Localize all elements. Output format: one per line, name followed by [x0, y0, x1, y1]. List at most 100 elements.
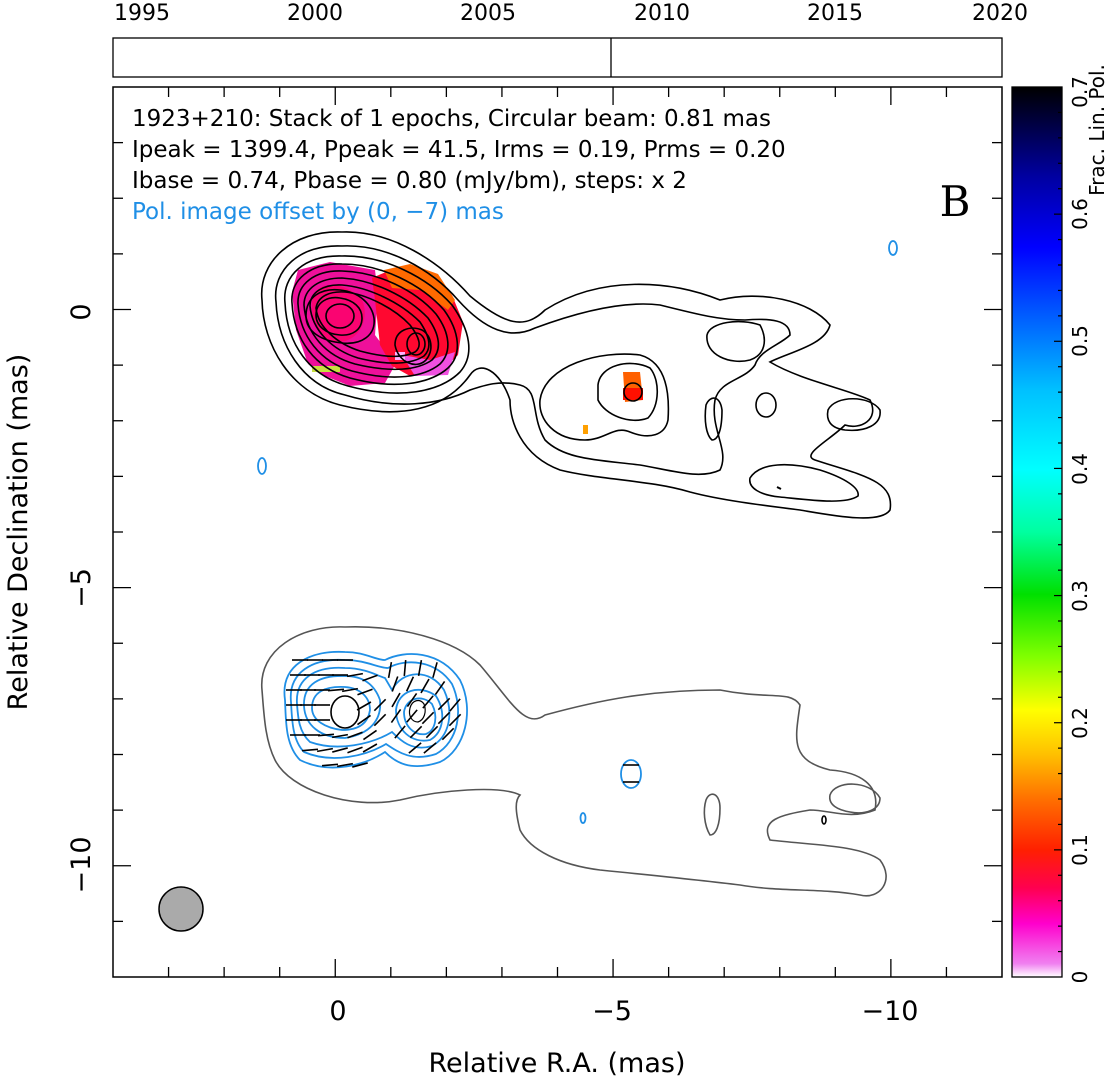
i-contour-blob-2: [704, 397, 723, 441]
evpa-vector: [336, 762, 354, 768]
colorbar-label: Frac. Lin. Pol.: [1085, 64, 1109, 196]
pol-contour-7: [403, 697, 437, 736]
annotation-line-2: Ipeak = 1399.4, Ppeak = 41.5, Irms = 0.1…: [132, 137, 786, 163]
i-contour-knot-mid: [597, 362, 659, 422]
i-contour-7: [309, 284, 430, 364]
pol-contour-5: [311, 686, 371, 731]
i-contour-blob-4: [826, 398, 881, 432]
colorbar-tick-0.1: 0.1: [1068, 834, 1092, 866]
i-contour-10: [315, 296, 363, 336]
colorbar-tick-0.5: 0.5: [1068, 325, 1092, 357]
timeline-tick-2015: 2015: [807, 1, 863, 26]
evpa-vector: [448, 713, 462, 727]
x-tick-label-0: 0: [329, 996, 346, 1027]
pol-contour-knot: [620, 759, 642, 789]
timeline-tick-1995: 1995: [114, 1, 170, 26]
gray-i-dot: [821, 815, 827, 825]
colorbar-tick-0.6: 0.6: [1068, 198, 1092, 230]
i-contour-8: [315, 291, 420, 358]
i-contour-3: [284, 255, 470, 394]
evpa-vector: [321, 763, 339, 767]
evpa-vector: [394, 725, 406, 739]
evpa-vector: [437, 711, 451, 725]
evpa-vector: [341, 687, 359, 693]
timeline-tick-2010: 2010: [634, 1, 690, 26]
x-tick-label-m5: −5: [592, 996, 632, 1027]
polarization-color-map: [292, 262, 643, 434]
evpa-vector: [425, 725, 439, 739]
evpa-vector: [332, 747, 348, 753]
i-contour-secondary-1: [394, 327, 432, 366]
annotation-line-1: 1923+210: Stack of 1 epochs, Circular be…: [132, 106, 771, 132]
evpa-vector: [409, 725, 423, 739]
pol-contour-3: [296, 666, 451, 749]
i-contour-4: [291, 263, 459, 386]
fpol-yellow-pixel: [312, 366, 340, 372]
timeline-box: [112, 37, 1003, 78]
i-contour-secondary-2: [406, 332, 426, 356]
plot-area: [158, 231, 898, 932]
colorbar-tick-0.7: 0.7: [1068, 76, 1092, 108]
evpa-vector: [373, 698, 387, 712]
evpa-vector: [346, 672, 364, 678]
timeline: 1995 2000 2005 2010 2015 2020: [112, 1, 1028, 78]
colorbar-ramp: [1011, 86, 1063, 978]
evpa-vector: [301, 748, 319, 752]
evpa-vector: [434, 680, 446, 696]
fpol-pink-edge: [402, 352, 455, 376]
i-contour-knot-outer: [539, 353, 670, 441]
i-contour-core-offset: [330, 695, 360, 729]
gray-i-outer: [261, 626, 887, 897]
evpa-vector: [391, 692, 401, 708]
evpa-vector: [373, 713, 387, 727]
colorbar-tick-0.4: 0.4: [1068, 453, 1092, 485]
i-contour-tail-dot: [776, 486, 782, 490]
colorbar-tick-0.2: 0.2: [1068, 707, 1092, 739]
i-contour-sec-offset: [408, 699, 426, 723]
colorbar-tick-0: 0: [1068, 971, 1092, 984]
y-tick-label-0: 0: [66, 303, 97, 320]
y-axis-label: Relative Declination (mas): [3, 354, 34, 711]
i-contour-5: [297, 270, 449, 378]
annotation-line-3: Ibase = 0.74, Pbase = 0.80 (mJy/bm), ste…: [132, 168, 687, 194]
pol-contour-4: [303, 675, 381, 739]
evpa-vector: [432, 662, 438, 678]
evpa-vector: [327, 688, 345, 692]
evpa-vector: [420, 678, 430, 694]
beam-ellipse: [158, 886, 204, 932]
annotation-line-4: Pol. image offset by (0, −7) mas: [132, 199, 504, 225]
panel-letter: B: [940, 177, 971, 226]
gray-i-blob: [828, 783, 881, 814]
evpa-vector: [356, 701, 372, 711]
i-contour-2: [274, 245, 791, 476]
pol-contour-outer: [283, 650, 468, 769]
i-contour-9: [305, 288, 375, 344]
timeline-tick-2005: 2005: [460, 1, 516, 26]
pol-contour-top-right: [888, 240, 898, 256]
fpol-secondary-orange: [384, 264, 455, 310]
evpa-vector: [449, 698, 461, 712]
i-contour-core-peak: [325, 303, 355, 329]
evpa-vector: [408, 742, 422, 754]
evpa-vector: [403, 659, 407, 677]
i-contour-blob-1: [706, 320, 766, 362]
evpa-vector: [423, 742, 437, 754]
evpa-vector: [437, 697, 451, 711]
i-contour-6: [303, 277, 440, 371]
fpol-knot-red: [623, 388, 643, 400]
evpa-vector: [347, 746, 363, 754]
pol-contour-left: [257, 457, 267, 475]
evpa-vector: [357, 688, 373, 696]
evpa-vector: [390, 708, 402, 724]
x-axis-label: Relative R.A. (mas): [429, 1048, 686, 1079]
i-contour-tail: [749, 463, 859, 502]
evpa-vector: [362, 674, 378, 682]
evpa-vector: [347, 731, 363, 739]
stokes-i-contours: [260, 231, 892, 519]
timeline-tick-2000: 2000: [287, 1, 343, 26]
evpa-vector: [316, 747, 334, 753]
colorbar-tick-0.3: 0.3: [1068, 580, 1092, 612]
evpa-vector: [441, 727, 455, 741]
y-tick-label-m10: −10: [66, 837, 97, 894]
